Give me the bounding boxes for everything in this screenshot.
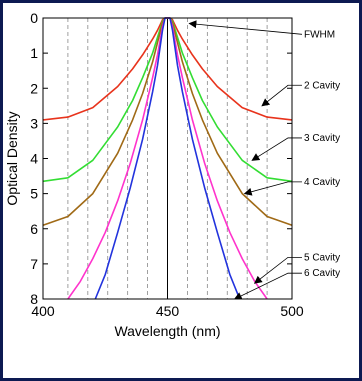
annotation-arrow-6-cavity (233, 272, 302, 300)
annotation-arrow-4-cavity (243, 181, 302, 196)
annotation-label-fwhm: FWHM (304, 29, 335, 40)
y-tick-label-3: 3 (30, 115, 38, 131)
y-tick-label-7: 7 (30, 256, 38, 272)
annotation-label-5-cavity: 5 Cavity (304, 252, 340, 263)
grid-layer (67, 18, 268, 299)
x-tick-label-450: 450 (156, 303, 180, 319)
annotation-arrow-5-cavity (253, 256, 302, 284)
chart-frame: 0 1 2 3 4 5 6 7 8 400 450 500 FWHM 2 Cavity 3 Cavity 4… (3, 3, 359, 378)
annotation-arrow-fwhm (188, 20, 303, 35)
annotation-layer: FWHM 2 Cavity 3 Cavity 4 Cavity 5 Cavity 6 Ca… (188, 20, 340, 300)
y-axis-title: Optical Density (4, 111, 20, 205)
annotation-arrow-3-cavity (251, 137, 302, 161)
y-tick-label-1: 1 (30, 45, 38, 61)
y-tick-label-5: 5 (30, 186, 38, 202)
annotation-label-2-cavity: 2 Cavity (304, 80, 340, 91)
annotation-label-4-cavity: 4 Cavity (304, 177, 340, 188)
annotation-label-3-cavity: 3 Cavity (304, 133, 340, 144)
x-tick-label-400: 400 (31, 303, 55, 319)
x-tick-label-500: 500 (280, 303, 304, 319)
y-tick-label-6: 6 (30, 221, 38, 237)
y-tick-label-8: 8 (30, 291, 38, 307)
annotation-label-6-cavity: 6 Cavity (304, 268, 340, 279)
y-tick-label-2: 2 (30, 80, 38, 96)
annotation-arrow-2-cavity (261, 84, 302, 107)
y-tick-label-0: 0 (30, 10, 38, 26)
y-tick-label-4: 4 (30, 151, 38, 167)
x-axis-title: Wavelength (nm) (114, 323, 220, 339)
